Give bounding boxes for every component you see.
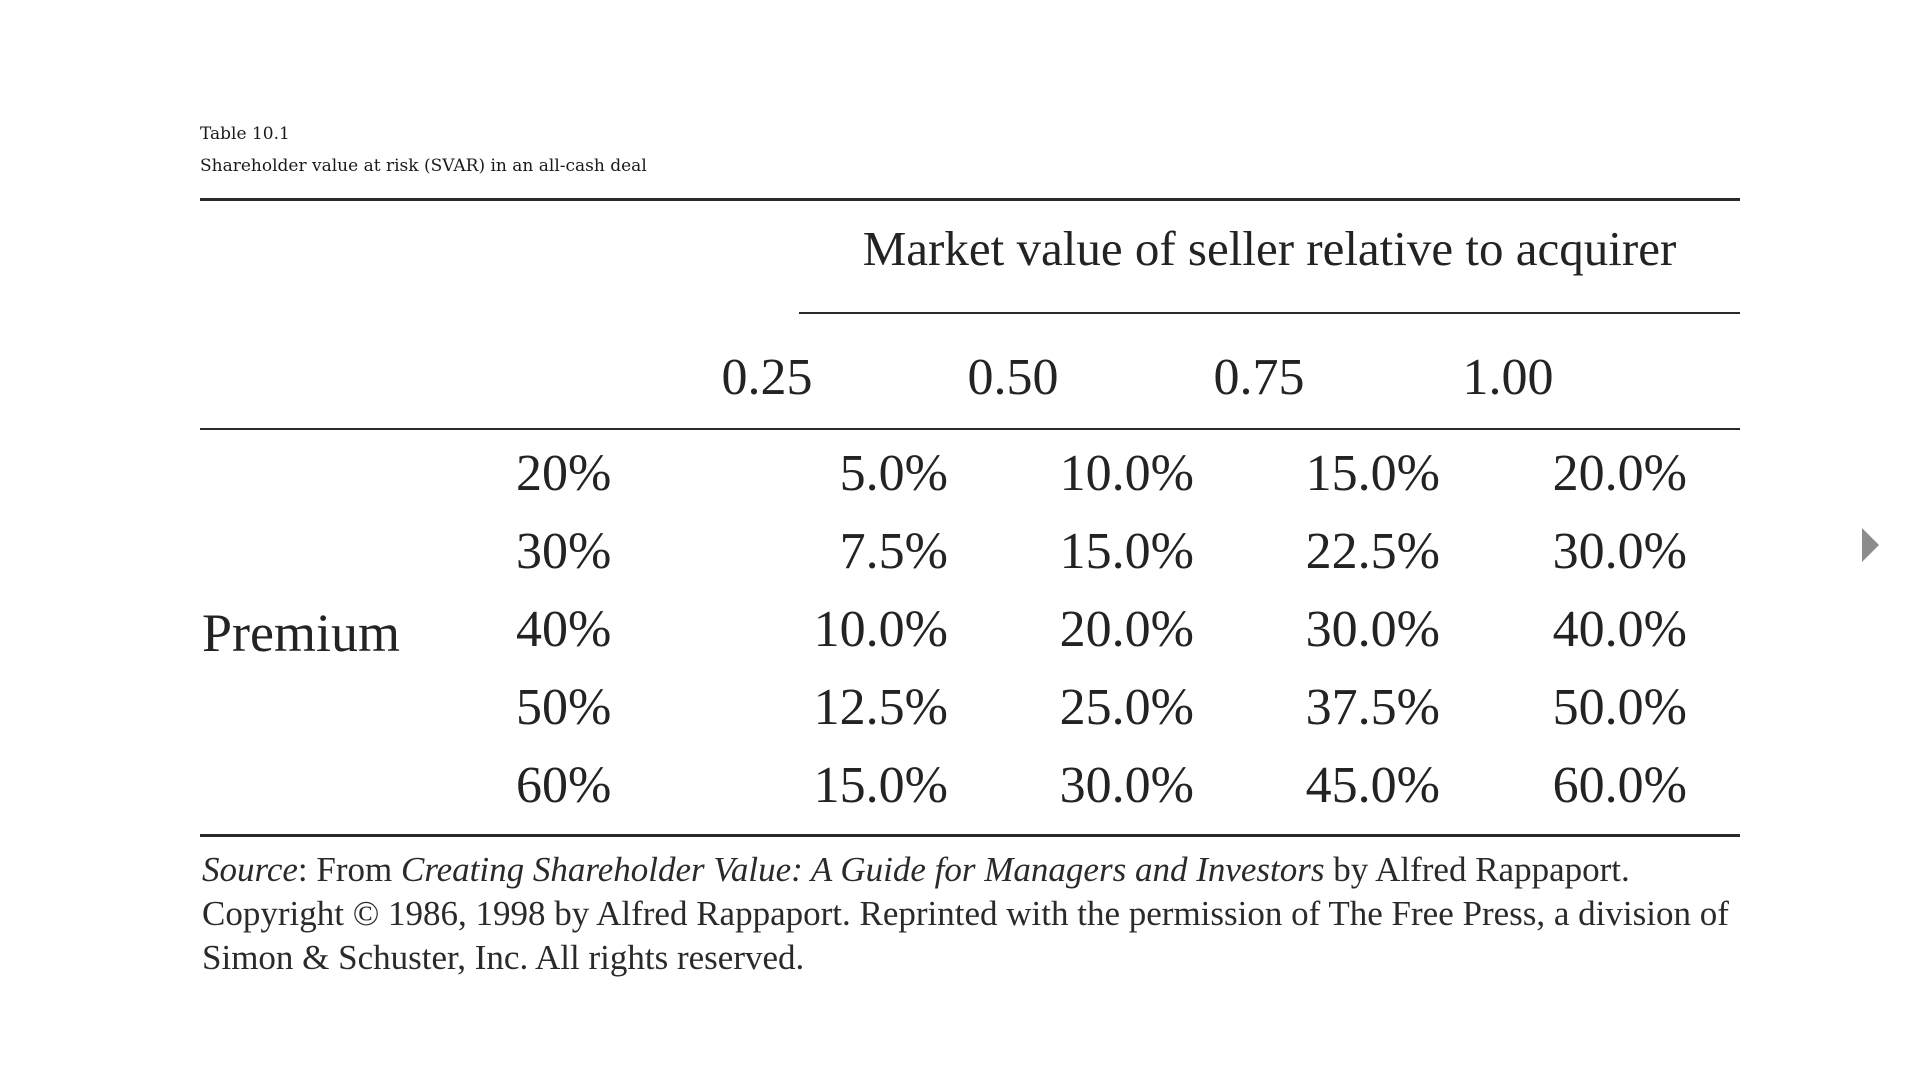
table-number: Table 10.1 [200,124,290,144]
table-cell: 25.0% [1059,679,1194,736]
table-cell: 12.5% [813,679,948,736]
header-rule [200,428,1740,430]
svar-table: Market value of seller relative to acqui… [200,198,1740,988]
row-label: 30% [516,523,612,580]
table-bottom-rule [200,834,1740,837]
row-group-label: Premium [202,603,400,663]
table-cell: 15.0% [1305,445,1440,502]
table-cell: 7.5% [839,523,948,580]
table-cell: 10.0% [813,601,948,658]
triangle-right-icon[interactable] [1862,528,1879,562]
source-from: : From [297,850,401,889]
table-cell: 5.0% [839,445,948,502]
table-cell: 45.0% [1305,757,1440,814]
table-cell: 30.0% [1059,757,1194,814]
source-note: Source: From Creating Shareholder Value:… [202,848,1742,980]
row-label: 50% [516,679,612,736]
row-label: 40% [516,601,612,658]
table-cell: 22.5% [1305,523,1440,580]
table-top-rule [200,198,1740,201]
row-label: 20% [516,445,612,502]
table-cell: 20.0% [1552,445,1687,502]
table-cell: 40.0% [1552,601,1687,658]
column-header: 1.00 [1462,349,1554,406]
column-header: 0.25 [721,349,813,406]
column-header: 0.50 [967,349,1059,406]
table-cell: 30.0% [1305,601,1440,658]
table-cell: 15.0% [1059,523,1194,580]
table-cell: 20.0% [1059,601,1194,658]
source-copyright: by Alfred Rappaport. Copyright © 1986, 1… [202,850,1729,977]
column-group-rule [799,312,1740,314]
table-cell: 37.5% [1305,679,1440,736]
table-cell: 60.0% [1552,757,1687,814]
source-label: Source [202,850,298,889]
column-header: 0.75 [1213,349,1305,406]
row-label: 60% [516,757,612,814]
table-cell: 15.0% [813,757,948,814]
source-book-title: Creating Shareholder Value: A Guide for … [400,850,1325,889]
table-cell: 10.0% [1059,445,1194,502]
table-cell: 30.0% [1552,523,1687,580]
table-title: Shareholder value at risk (SVAR) in an a… [200,156,647,176]
table-cell: 50.0% [1552,679,1687,736]
column-group-header: Market value of seller relative to acqui… [862,221,1677,276]
